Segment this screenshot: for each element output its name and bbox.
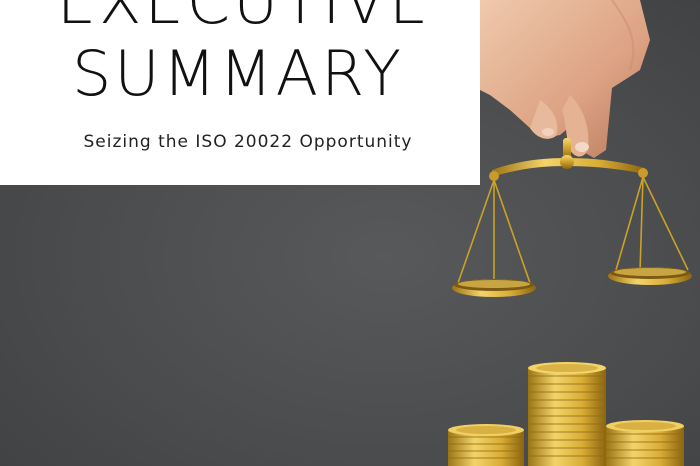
coin-stack-left: [448, 424, 524, 466]
title-line-summary: SUMMARY: [71, 37, 405, 110]
gold-coin-stacks: [448, 362, 684, 466]
title-line-executive: EXECUTIVE: [56, 0, 432, 38]
balance-scale-illustration: [452, 138, 692, 297]
coin-stack-right: [606, 420, 684, 466]
title-card: EXECUTIVE SUMMARY Seizing the ISO 20022 …: [0, 0, 480, 185]
coin-stack-middle: [528, 362, 606, 466]
subtitle: Seizing the ISO 20022 Opportunity: [83, 132, 413, 152]
hand-illustration: [480, 0, 650, 158]
